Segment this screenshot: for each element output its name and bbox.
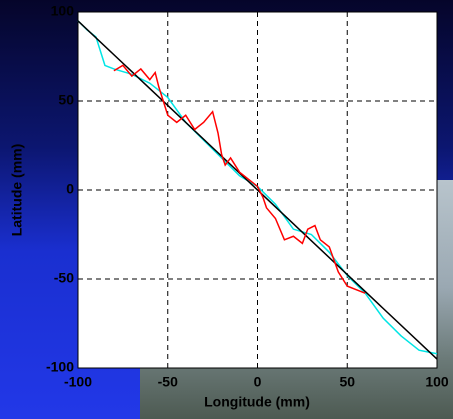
x-tick-label: -50 <box>158 374 178 390</box>
y-tick-label: -100 <box>46 359 74 375</box>
y-tick-label: -50 <box>54 270 74 286</box>
x-axis-title: Longitude (mm) <box>204 394 310 410</box>
y-axis-title: Latitude (mm) <box>9 144 25 237</box>
data-line <box>77 20 438 360</box>
y-tick-label: 50 <box>58 92 74 108</box>
data-line <box>113 64 366 294</box>
x-tick-label: 50 <box>339 374 355 390</box>
y-tick-label: 100 <box>51 3 75 19</box>
y-tick-label: 0 <box>66 181 74 197</box>
x-tick-label: -100 <box>64 374 92 390</box>
x-tick-label: 0 <box>254 374 262 390</box>
x-tick-label: 100 <box>425 374 449 390</box>
